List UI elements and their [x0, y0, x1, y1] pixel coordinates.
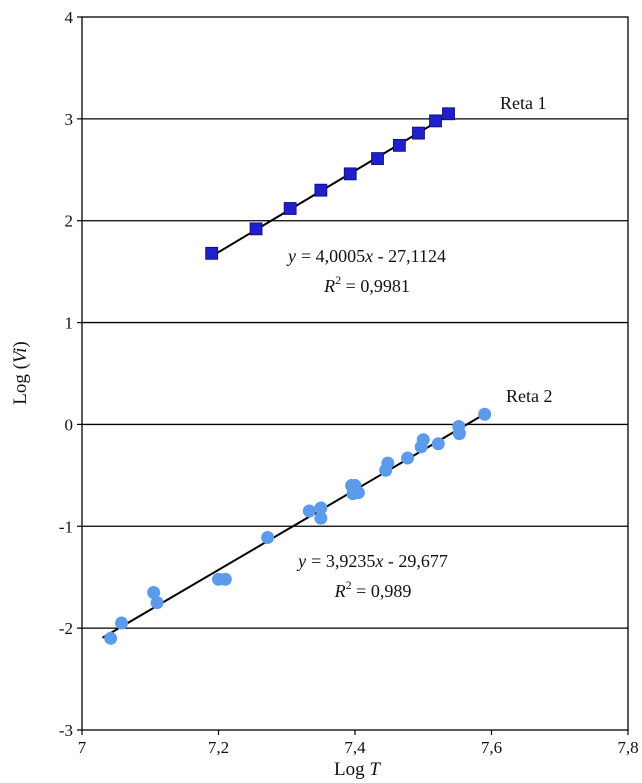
- marker-reta-2: [478, 407, 492, 421]
- r2-superscript: 2: [335, 273, 341, 287]
- marker-reta-2: [115, 616, 129, 630]
- x-tick-label: 7,8: [617, 738, 638, 757]
- data-markers: [104, 107, 492, 645]
- marker-reta-2: [302, 504, 316, 518]
- x-tick-label: 7,4: [344, 738, 366, 757]
- marker-reta-1: [392, 138, 406, 152]
- y-axis-label-suffix: ): [10, 341, 31, 347]
- marker-reta-1: [429, 114, 442, 128]
- y-axis-label: Log (Vi): [10, 341, 31, 405]
- grid-lines: [82, 118, 628, 629]
- equation-x-var: x: [374, 551, 383, 571]
- marker-reta-1: [249, 222, 263, 236]
- tick-labels: -3 -2 -1 0 1 2 3 4 7 7,2 7,4 7,6 7,8: [59, 8, 639, 757]
- y-tick-label: 2: [65, 212, 74, 231]
- marker-reta-2: [261, 530, 275, 544]
- x-tick-label: 7: [78, 738, 87, 757]
- r2-value: = 0,9981: [341, 276, 410, 296]
- marker-reta-1: [314, 183, 328, 197]
- marker-reta-2: [351, 486, 365, 500]
- x-tick-label: 7,6: [481, 738, 502, 757]
- equation-intercept: - 27,1124: [373, 246, 446, 266]
- marker-reta-2: [104, 631, 118, 645]
- series-label-reta-1: Reta 1: [500, 93, 547, 113]
- x-axis-label: Log T: [334, 759, 381, 780]
- x-tick-label: 7,2: [208, 738, 229, 757]
- plot-frame: [81, 16, 629, 731]
- r2-value: = 0,989: [352, 581, 412, 601]
- marker-reta-2: [314, 501, 328, 515]
- equation-x-var: x: [364, 246, 373, 266]
- marker-reta-2: [218, 572, 232, 586]
- series-label-reta-2: Reta 2: [506, 386, 553, 406]
- r2-var: R: [334, 581, 346, 601]
- marker-reta-2: [452, 427, 466, 441]
- marker-reta-1: [283, 202, 297, 215]
- y-tick-label: 1: [65, 314, 74, 333]
- fit-equation-reta-2: y = 3,9235x - 29,677: [296, 551, 448, 571]
- r2-superscript: 2: [346, 578, 352, 592]
- x-axis-label-var: T: [369, 759, 381, 780]
- y-tick-label: -3: [59, 721, 73, 740]
- marker-reta-2: [416, 433, 430, 447]
- marker-reta-1: [343, 167, 357, 181]
- marker-reta-2: [401, 451, 415, 465]
- fit-r2-reta-2: R2 = 0,989: [334, 578, 412, 601]
- y-tick-label: 3: [65, 110, 74, 129]
- equation-slope: = 3,9235: [311, 551, 375, 571]
- equation-intercept: - 29,677: [383, 551, 448, 571]
- y-tick-label: 4: [65, 8, 74, 27]
- marker-reta-2: [150, 596, 164, 610]
- equation-y-var: y: [286, 246, 296, 266]
- x-axis-label-prefix: Log: [334, 759, 369, 780]
- marker-reta-1: [371, 152, 384, 165]
- equation-y-var: y: [296, 551, 306, 571]
- fit-equation-reta-1: y = 4,0005x - 27,1124: [286, 246, 446, 266]
- marker-reta-2: [147, 585, 161, 599]
- marker-reta-2: [381, 456, 395, 470]
- y-tick-label: 0: [65, 415, 74, 434]
- marker-reta-2: [314, 511, 328, 525]
- marker-reta-2: [431, 437, 445, 451]
- y-axis-label-prefix: Log (: [10, 363, 31, 405]
- marker-reta-1: [205, 246, 219, 260]
- fit-r2-reta-1: R2 = 0,9981: [323, 273, 410, 296]
- r2-var: R: [323, 276, 335, 296]
- equation-slope: = 4,0005: [301, 246, 365, 266]
- y-axis-label-var: Vi: [10, 348, 31, 363]
- marker-reta-1: [412, 126, 425, 140]
- y-tick-label: -2: [59, 619, 73, 638]
- marker-reta-1: [442, 107, 455, 121]
- y-tick-label: -1: [59, 517, 73, 536]
